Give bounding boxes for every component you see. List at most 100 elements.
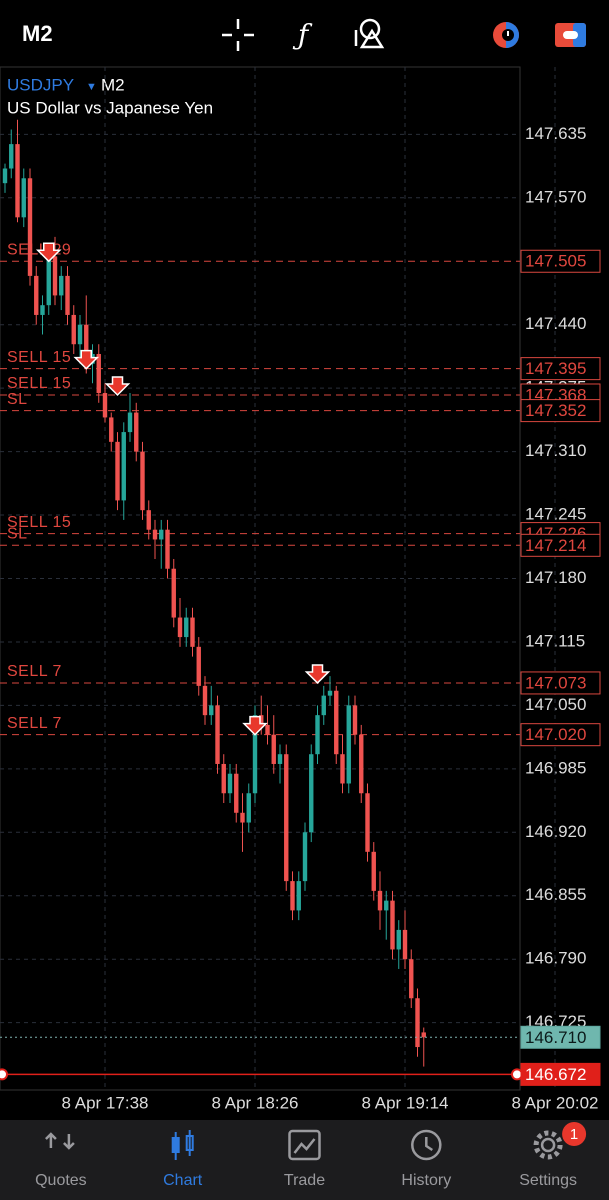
tab-icon [293,1138,316,1154]
candle-body [52,256,58,296]
tab-label: Settings [519,1172,577,1189]
candle-body [109,417,114,442]
candle-body [115,441,120,501]
y-tick-label: 146.855 [525,885,586,904]
candle-body [196,646,201,686]
y-tick-label: 147.180 [525,568,586,587]
y-tick-label: 146.920 [525,822,586,841]
tab[interactable]: Chart [163,1130,203,1189]
order-price-label: 147.020 [525,725,586,744]
candle-body [102,393,108,418]
candle-body [271,734,276,764]
indicator-icon[interactable]: ƒ [292,19,313,52]
candle-body [402,929,408,960]
order-price-label: 147.395 [525,359,586,378]
candle-body [21,178,26,218]
candle-body [302,832,308,882]
candle-body [121,432,126,501]
symbol-dropdown[interactable]: ▼ [86,81,97,93]
objects-icon[interactable] [354,18,385,49]
candle-body [140,451,145,511]
symbol-description: US Dollar vs Japanese Yen [7,98,213,117]
bid-price-label: 146.710 [525,1028,586,1047]
candle-body [346,705,351,784]
tab-label: Quotes [35,1172,87,1189]
candle-body [246,793,251,823]
candle-body [384,900,389,911]
order-price-label: 147.214 [525,536,586,555]
candle-body [234,773,239,813]
candle-body [396,929,401,950]
candle-body [290,881,295,911]
candle-body [34,275,39,315]
sell-arrow [73,349,100,370]
tab[interactable]: History [401,1129,451,1189]
x-tick-label: 8 Apr 18:26 [212,1093,299,1112]
tab-icon [171,1137,180,1153]
y-tick-label: 146.790 [525,949,586,968]
candle-body [371,851,376,891]
candle-body [415,998,420,1048]
tab-icon [288,1129,321,1161]
chart-frame [0,66,521,1091]
order-price-box [520,533,601,557]
badge-count: 1 [570,1126,578,1143]
notification-badge [562,1122,587,1146]
candle-body [352,705,358,735]
y-tick-label: 146.985 [525,758,586,777]
candle-body [159,529,164,540]
candle-body [171,568,176,618]
tab-icon [185,1135,194,1151]
x-tick-label: 8 Apr 20:02 [512,1093,599,1112]
candle-body [277,754,283,764]
order-label: SELL 7 [7,715,62,732]
tab-label: Trade [284,1172,325,1189]
candle-body [240,812,245,823]
order-label: SL [7,391,28,408]
order-price-box [520,249,601,273]
candle-body [84,324,89,364]
tab[interactable]: Settings [519,1130,577,1189]
tab-label: Chart [163,1172,203,1189]
order-label: SELL 7 [7,663,62,680]
candle-body [321,695,326,716]
candle-body [96,353,101,394]
tab-icon [425,1137,433,1152]
tab-icon [540,1137,556,1153]
candle-body [309,754,314,833]
candle-body [215,705,220,764]
candle-body [9,144,14,169]
order-price-label: 147.073 [525,673,586,692]
candle-body [327,690,333,696]
candle-body [146,510,151,530]
bid-price-box [520,1025,601,1049]
x-tick-label: 8 Apr 17:38 [62,1093,149,1112]
timeframe[interactable]: M2 [22,21,53,46]
order-label: SELL 15 [7,375,71,392]
account-icon[interactable] [555,23,586,47]
ask-handle[interactable] [0,1068,8,1081]
tab-label: History [401,1172,451,1189]
candle-body [134,412,139,452]
candle-body [359,734,364,794]
connection-icon[interactable] [493,22,519,48]
candle-body [265,724,270,735]
candle-body [15,144,20,218]
candle-body [284,754,289,882]
candle-body [202,685,208,716]
order-label: SELL 15 [7,514,71,531]
x-tick-label: 8 Apr 19:14 [362,1093,449,1112]
tab-icon [411,1129,442,1161]
tab[interactable]: Quotes [35,1132,87,1189]
tab[interactable]: Trade [284,1129,325,1189]
candle-body [190,617,195,647]
tab-icon [45,1132,75,1150]
candle-body [315,715,320,755]
symbol[interactable]: USDJPY [7,75,74,94]
candle-body [27,178,33,276]
candle-body [152,529,158,540]
order-price-box [520,723,601,747]
crosshair-icon[interactable] [222,19,254,51]
